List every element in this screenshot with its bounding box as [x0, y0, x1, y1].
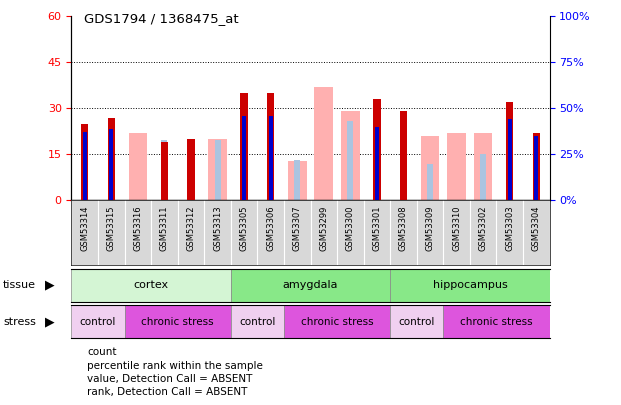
- Text: GSM53299: GSM53299: [319, 206, 329, 251]
- Text: GSM53307: GSM53307: [292, 206, 302, 251]
- Text: GSM53316: GSM53316: [134, 206, 142, 251]
- Bar: [447, 133, 466, 200]
- Bar: [107, 117, 115, 200]
- Bar: [508, 119, 512, 200]
- Text: rank, Detection Call = ABSENT: rank, Detection Call = ABSENT: [87, 388, 247, 397]
- Bar: [375, 127, 379, 200]
- Text: value, Detection Call = ABSENT: value, Detection Call = ABSENT: [87, 374, 252, 384]
- Text: GSM53303: GSM53303: [505, 206, 514, 251]
- Text: hippocampus: hippocampus: [432, 280, 507, 290]
- Bar: [240, 93, 248, 200]
- Bar: [390, 269, 550, 302]
- Text: GSM53309: GSM53309: [425, 206, 435, 251]
- Bar: [314, 87, 333, 200]
- Bar: [231, 305, 284, 338]
- Bar: [188, 139, 194, 200]
- Text: GSM53306: GSM53306: [266, 206, 275, 251]
- Bar: [81, 124, 88, 200]
- Bar: [390, 305, 443, 338]
- Text: GSM53308: GSM53308: [399, 206, 408, 251]
- Bar: [129, 133, 147, 200]
- Text: count: count: [87, 347, 117, 357]
- Bar: [534, 136, 538, 200]
- Text: chronic stress: chronic stress: [301, 317, 373, 326]
- Text: control: control: [79, 317, 116, 326]
- Bar: [161, 140, 168, 200]
- Text: GSM53310: GSM53310: [452, 206, 461, 251]
- Text: GSM53300: GSM53300: [346, 206, 355, 251]
- Text: ▶: ▶: [45, 315, 54, 328]
- Bar: [161, 142, 168, 200]
- Bar: [231, 269, 390, 302]
- Text: stress: stress: [3, 317, 36, 326]
- Bar: [506, 102, 514, 200]
- Bar: [480, 154, 486, 200]
- Bar: [267, 93, 274, 200]
- Text: GSM53304: GSM53304: [532, 206, 541, 251]
- Text: chronic stress: chronic stress: [460, 317, 533, 326]
- Bar: [71, 269, 231, 302]
- Bar: [373, 99, 381, 200]
- Bar: [341, 111, 360, 200]
- Bar: [188, 140, 194, 200]
- Text: control: control: [399, 317, 435, 326]
- Text: GSM53313: GSM53313: [213, 206, 222, 251]
- Text: GDS1794 / 1368475_at: GDS1794 / 1368475_at: [84, 12, 238, 25]
- Bar: [347, 121, 353, 200]
- Bar: [400, 111, 407, 200]
- Text: amygdala: amygdala: [283, 280, 338, 290]
- Text: tissue: tissue: [3, 280, 36, 290]
- Bar: [533, 133, 540, 200]
- Bar: [242, 116, 246, 200]
- Bar: [125, 305, 231, 338]
- Text: control: control: [239, 317, 276, 326]
- Text: GSM53311: GSM53311: [160, 206, 169, 251]
- Text: GSM53314: GSM53314: [80, 206, 89, 251]
- Bar: [109, 129, 113, 200]
- Bar: [83, 132, 87, 200]
- Bar: [474, 133, 492, 200]
- Bar: [288, 160, 307, 200]
- Bar: [421, 136, 439, 200]
- Bar: [269, 116, 273, 200]
- Text: GSM53301: GSM53301: [373, 206, 381, 251]
- Bar: [71, 305, 125, 338]
- Bar: [443, 305, 550, 338]
- Bar: [427, 164, 433, 200]
- Text: GSM53305: GSM53305: [240, 206, 248, 251]
- Text: GSM53312: GSM53312: [186, 206, 196, 251]
- Text: GSM53302: GSM53302: [479, 206, 487, 251]
- Bar: [284, 305, 390, 338]
- Text: ▶: ▶: [45, 279, 54, 292]
- Bar: [208, 139, 227, 200]
- Bar: [294, 160, 300, 200]
- Text: GSM53315: GSM53315: [107, 206, 116, 251]
- Text: cortex: cortex: [134, 280, 169, 290]
- Text: chronic stress: chronic stress: [142, 317, 214, 326]
- Bar: [214, 140, 220, 200]
- Text: percentile rank within the sample: percentile rank within the sample: [87, 361, 263, 371]
